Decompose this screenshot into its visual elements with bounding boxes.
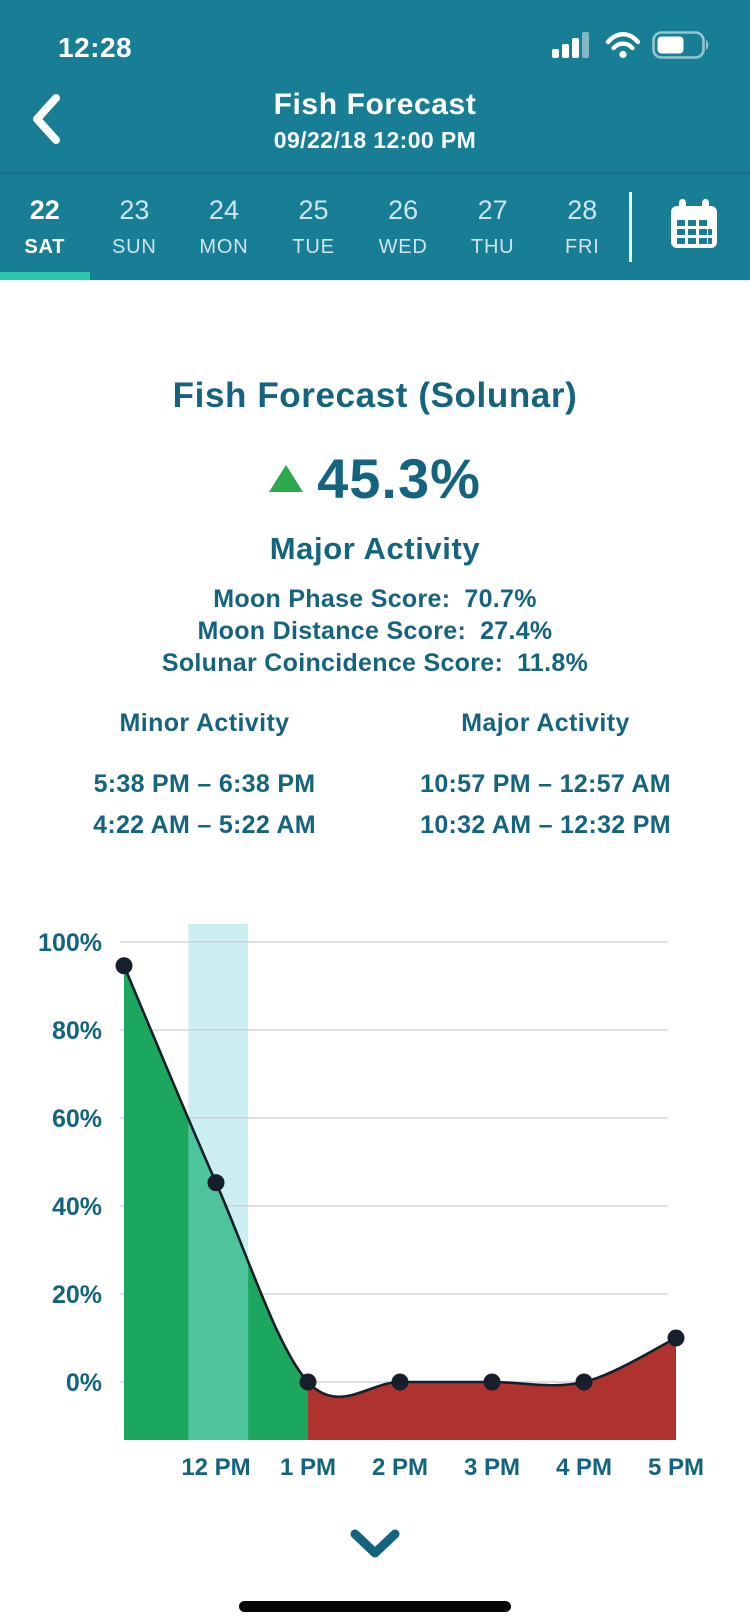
x-axis-label: 5 PM bbox=[648, 1454, 704, 1481]
tab-day-number: 28 bbox=[567, 195, 598, 225]
forecast-title: Fish Forecast (Solunar) bbox=[172, 376, 578, 415]
score-value: 11.8% bbox=[517, 649, 589, 677]
home-indicator[interactable] bbox=[239, 1601, 511, 1612]
tab-day-name: MON bbox=[199, 236, 249, 258]
y-axis-label: 80% bbox=[52, 1017, 102, 1045]
x-axis-label: 4 PM bbox=[556, 1454, 612, 1481]
activity-windows: Minor Activity 5:38 PM – 6:38 PM 4:22 AM… bbox=[34, 709, 716, 846]
tab-day-number: 26 bbox=[388, 195, 419, 225]
tab-day-name: FRI bbox=[564, 236, 600, 258]
chevron-left-icon bbox=[29, 92, 63, 151]
score-list: Moon Phase Score: 70.7% Moon Distance Sc… bbox=[0, 583, 750, 679]
x-axis-label: 12 PM bbox=[181, 1454, 250, 1481]
time-range: 10:57 PM – 12:57 AM bbox=[420, 770, 671, 798]
score-value: 70.7% bbox=[464, 585, 537, 613]
activity-chart-svg: 0% 20% 40% 60% 80% 100% 12 PM 1 PM 2 PM 3 PM 4 PM 5… bbox=[38, 924, 704, 1481]
nav-header: Fish Forecast 09/22/18 12:00 PM bbox=[0, 70, 750, 174]
tab-day-name: TUE bbox=[292, 236, 335, 258]
date-tab-fri-28[interactable]: 28 FRI bbox=[537, 174, 627, 280]
tab-day-number: 22 bbox=[29, 195, 60, 225]
major-activity-column: Major Activity 10:57 PM – 12:57 AM 10:32… bbox=[375, 709, 716, 846]
minor-activity-times: 5:38 PM – 6:38 PM 4:22 AM – 5:22 AM bbox=[34, 764, 375, 846]
tab-day-name: WED bbox=[378, 236, 428, 258]
tab-day-name: THU bbox=[470, 236, 515, 258]
activity-chart: 0% 20% 40% 60% 80% 100% 12 PM 1 PM 2 PM 3 PM 4 PM 5… bbox=[0, 872, 750, 1490]
date-tab-mon-24[interactable]: 24 MON bbox=[179, 174, 269, 280]
minor-activity-title: Minor Activity bbox=[119, 709, 290, 737]
time-range: 10:32 AM – 12:32 PM bbox=[420, 811, 671, 839]
x-axis-label: 3 PM bbox=[464, 1454, 520, 1481]
calendar-icon bbox=[668, 198, 720, 257]
date-tab-bar: 22 SAT 23 SUN 24 MON 25 TUE 26 WED 27 TH… bbox=[0, 174, 750, 280]
date-tab-tue-25[interactable]: 25 TUE bbox=[269, 174, 359, 280]
major-activity-times: 10:57 PM – 12:57 AM 10:32 AM – 12:32 PM bbox=[375, 764, 716, 846]
y-axis-label: 60% bbox=[52, 1105, 102, 1133]
time-range: 5:38 PM – 6:38 PM bbox=[93, 770, 316, 798]
y-axis-label: 0% bbox=[66, 1369, 102, 1397]
tab-day-name: SAT bbox=[24, 236, 66, 258]
back-button[interactable] bbox=[26, 93, 66, 149]
y-axis-label: 40% bbox=[52, 1193, 102, 1221]
tabs-divider bbox=[629, 192, 633, 262]
major-activity-title: Major Activity bbox=[461, 709, 630, 737]
data-point-dot bbox=[667, 1329, 685, 1347]
data-point-dot bbox=[483, 1373, 501, 1391]
page-title: Fish Forecast bbox=[273, 88, 477, 121]
wifi-icon bbox=[605, 31, 641, 64]
cellular-signal-icon bbox=[552, 31, 594, 64]
page-subtitle: 09/22/18 12:00 PM bbox=[273, 127, 477, 153]
forecast-panel: Fish Forecast (Solunar) 45.3% Major Acti… bbox=[0, 376, 750, 1566]
data-point-dot bbox=[207, 1174, 225, 1192]
tab-day-name: SUN bbox=[112, 236, 157, 258]
trend-up-icon bbox=[269, 465, 304, 492]
y-axis-label: 20% bbox=[52, 1281, 102, 1309]
tab-day-number: 25 bbox=[298, 195, 329, 225]
date-tab-thu-27[interactable]: 27 THU bbox=[448, 174, 538, 280]
x-axis-label: 1 PM bbox=[280, 1454, 336, 1481]
score-row: Solunar Coincidence Score: 11.8% bbox=[0, 647, 750, 679]
tab-day-number: 23 bbox=[119, 195, 150, 225]
score-value: 27.4% bbox=[480, 617, 553, 645]
data-point-dot bbox=[391, 1373, 409, 1391]
status-icons bbox=[552, 31, 712, 64]
expand-chart-button[interactable] bbox=[340, 1526, 410, 1566]
y-axis-label: 100% bbox=[38, 929, 102, 957]
status-time: 12:28 bbox=[58, 32, 133, 63]
score-row: Moon Phase Score: 70.7% bbox=[0, 583, 750, 615]
score-label: Moon Distance Score: bbox=[197, 617, 467, 645]
status-bar: 12:28 bbox=[0, 0, 750, 70]
data-point-dot bbox=[575, 1373, 593, 1391]
forecast-value-row: 45.3% bbox=[0, 446, 750, 511]
tab-day-number: 27 bbox=[477, 195, 508, 225]
forecast-value: 45.3% bbox=[317, 447, 481, 510]
score-row: Moon Distance Score: 27.4% bbox=[0, 615, 750, 647]
data-point-dot bbox=[299, 1373, 317, 1391]
minor-activity-column: Minor Activity 5:38 PM – 6:38 PM 4:22 AM… bbox=[34, 709, 375, 846]
chevron-down-icon bbox=[349, 1529, 401, 1564]
time-range: 4:22 AM – 5:22 AM bbox=[93, 811, 316, 839]
date-tab-sun-23[interactable]: 23 SUN bbox=[90, 174, 180, 280]
x-axis-label: 2 PM bbox=[372, 1454, 428, 1481]
date-tab-sat-22[interactable]: 22 SAT bbox=[0, 174, 90, 280]
tab-day-number: 24 bbox=[208, 195, 239, 225]
score-label: Solunar Coincidence Score: bbox=[161, 649, 504, 677]
battery-icon bbox=[652, 31, 712, 64]
date-tab-wed-26[interactable]: 26 WED bbox=[358, 174, 448, 280]
score-label: Moon Phase Score: bbox=[213, 585, 451, 613]
activity-type-label: Major Activity bbox=[269, 531, 481, 566]
data-point-dot bbox=[115, 957, 133, 975]
calendar-button[interactable] bbox=[638, 174, 750, 280]
band-over-green-overlay bbox=[188, 1118, 249, 1440]
